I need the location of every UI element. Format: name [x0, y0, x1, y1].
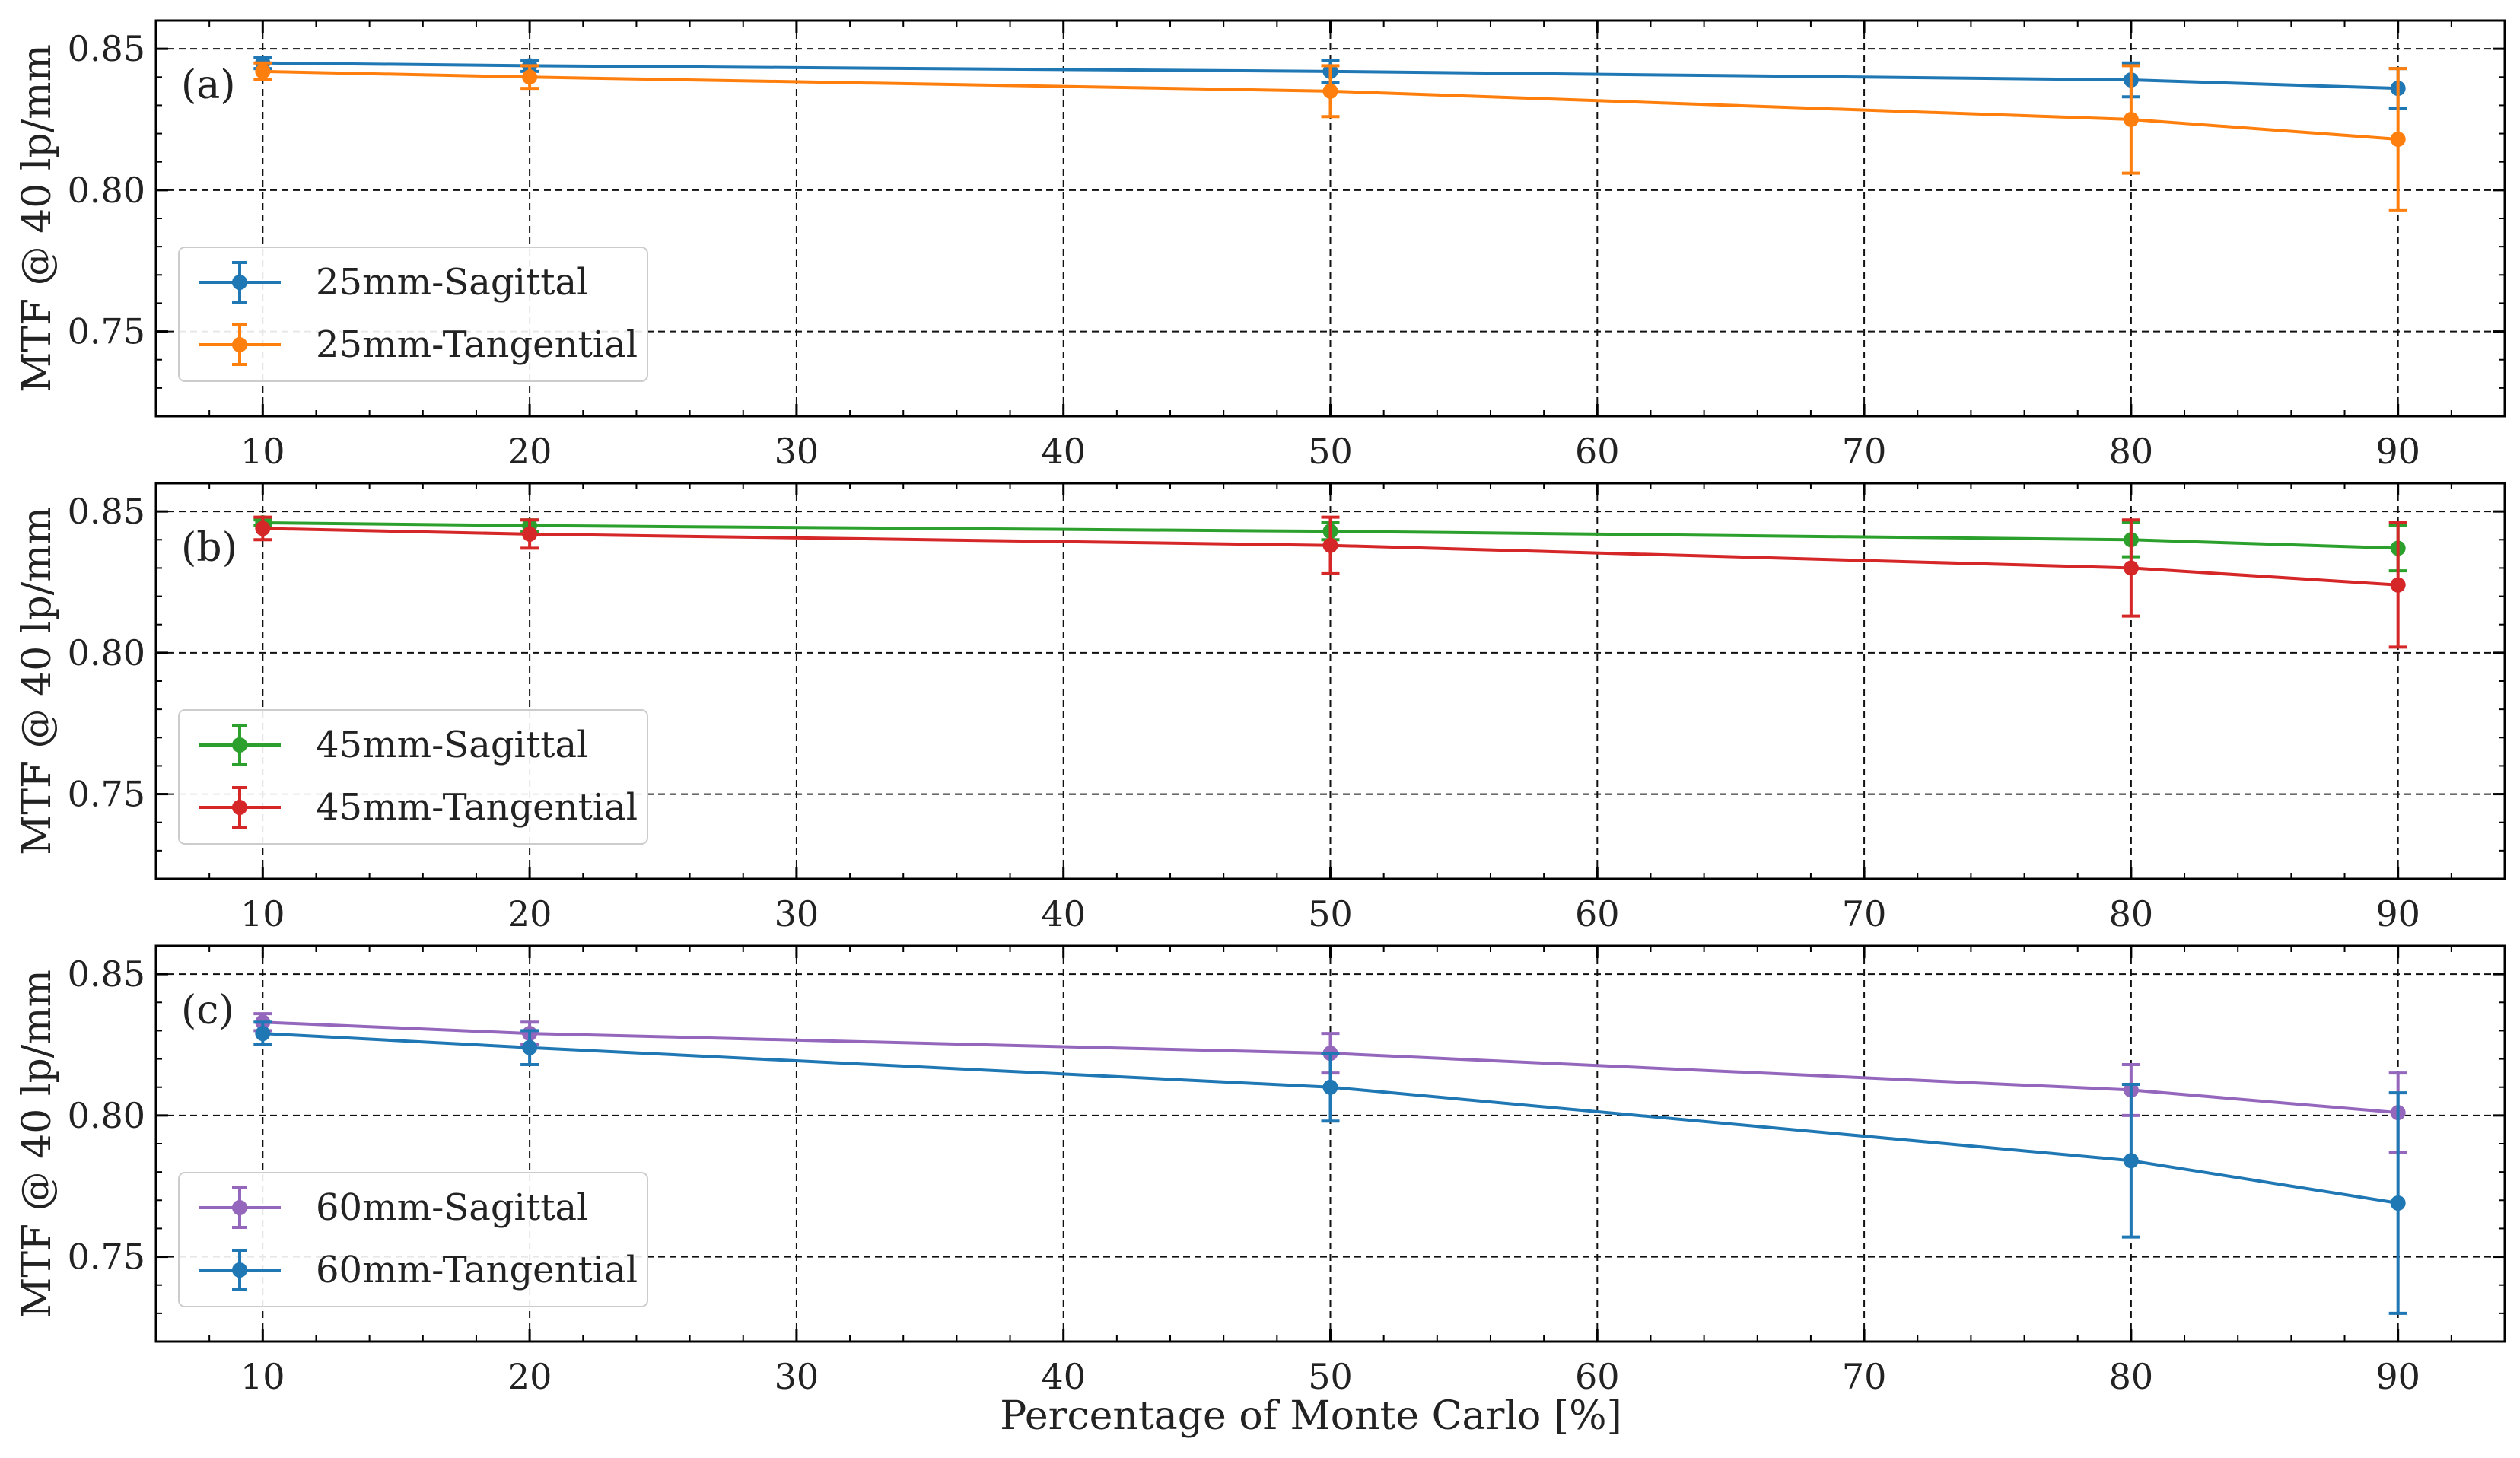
- panel-label: (c): [181, 988, 234, 1033]
- y-tick-label: 0.75: [68, 774, 145, 815]
- x-tick-label: 50: [1308, 1356, 1353, 1397]
- x-tick-label: 20: [508, 893, 552, 934]
- x-tick-label: 80: [2109, 431, 2154, 472]
- legend-label: 45mm-Sagittal: [316, 724, 588, 766]
- x-tick-label: 70: [1842, 893, 1887, 934]
- legend-marker: [232, 800, 247, 815]
- data-point: [2123, 1153, 2139, 1169]
- series-2: [253, 1020, 2407, 1315]
- data-point: [522, 526, 538, 542]
- x-tick-label: 60: [1575, 893, 1620, 934]
- legend-marker: [232, 737, 247, 753]
- series-2: [253, 61, 2407, 212]
- x-tick-label: 80: [2109, 893, 2154, 934]
- x-tick-label: 60: [1575, 431, 1620, 472]
- data-point: [255, 520, 271, 536]
- data-point: [2390, 1195, 2406, 1211]
- x-tick-label: 90: [2375, 1356, 2420, 1397]
- data-point: [255, 63, 271, 79]
- data-point: [522, 69, 538, 85]
- legend-label: 25mm-Sagittal: [316, 261, 588, 304]
- y-tick-label: 0.80: [68, 170, 145, 211]
- y-tick-label: 0.75: [68, 1237, 145, 1278]
- x-tick-label: 40: [1041, 893, 1086, 934]
- data-point: [2390, 577, 2406, 593]
- legend-box: [178, 1172, 648, 1307]
- y-tick-label: 0.75: [68, 311, 145, 352]
- x-tick-label: 20: [508, 1356, 552, 1397]
- y-tick-label: 0.80: [68, 1095, 145, 1136]
- x-tick-label: 40: [1041, 1356, 1086, 1397]
- data-point: [1322, 83, 1338, 99]
- legend-marker: [232, 1200, 247, 1215]
- y-axis-label: MTF @ 40 lp/mm: [14, 969, 60, 1318]
- y-tick-label: 0.85: [68, 491, 145, 532]
- legend-marker: [232, 1262, 247, 1278]
- data-point: [522, 1039, 538, 1055]
- x-tick-label: 30: [775, 1356, 819, 1397]
- x-tick-label: 10: [240, 1356, 285, 1397]
- x-tick-label: 20: [508, 431, 552, 472]
- data-point: [2123, 560, 2139, 576]
- x-tick-label: 90: [2375, 431, 2420, 472]
- legend-marker: [232, 275, 247, 290]
- data-point: [2123, 112, 2139, 127]
- x-axis-label: Percentage of Monte Carlo [%]: [1000, 1393, 1622, 1439]
- y-tick-label: 0.85: [68, 953, 145, 995]
- x-tick-label: 60: [1575, 1356, 1620, 1397]
- legend: 60mm-Sagittal 60mm-Tangential: [178, 1172, 648, 1307]
- y-tick-label: 0.80: [68, 632, 145, 673]
- series-2: [253, 515, 2407, 649]
- x-tick-label: 70: [1842, 1356, 1887, 1397]
- x-tick-label: 80: [2109, 1356, 2154, 1397]
- data-point: [2390, 132, 2406, 147]
- y-axis-label: MTF @ 40 lp/mm: [14, 507, 60, 855]
- legend: 25mm-Sagittal 25mm-Tangential: [178, 247, 648, 382]
- x-tick-label: 10: [240, 893, 285, 934]
- legend-label: 25mm-Tangential: [316, 323, 638, 366]
- legend: 45mm-Sagittal 45mm-Tangential: [178, 709, 648, 845]
- y-axis-label: MTF @ 40 lp/mm: [14, 44, 60, 393]
- x-tick-label: 90: [2375, 893, 2420, 934]
- legend-box: [178, 709, 648, 845]
- data-point: [255, 1026, 271, 1042]
- data-point: [1322, 1079, 1338, 1095]
- panel-label: (b): [181, 525, 237, 571]
- panel-label: (a): [181, 62, 236, 108]
- x-tick-label: 10: [240, 431, 285, 472]
- legend-label: 45mm-Tangential: [316, 786, 638, 829]
- legend-box: [178, 247, 648, 382]
- legend-label: 60mm-Sagittal: [316, 1186, 588, 1229]
- y-tick-label: 0.85: [68, 28, 145, 69]
- x-tick-label: 50: [1308, 893, 1353, 934]
- legend-marker: [232, 337, 247, 352]
- x-tick-label: 30: [775, 431, 819, 472]
- x-tick-label: 30: [775, 893, 819, 934]
- x-tick-label: 70: [1842, 431, 1887, 472]
- legend-label: 60mm-Tangential: [316, 1249, 638, 1291]
- x-tick-label: 40: [1041, 431, 1086, 472]
- data-point: [1322, 537, 1338, 553]
- x-tick-label: 50: [1308, 431, 1353, 472]
